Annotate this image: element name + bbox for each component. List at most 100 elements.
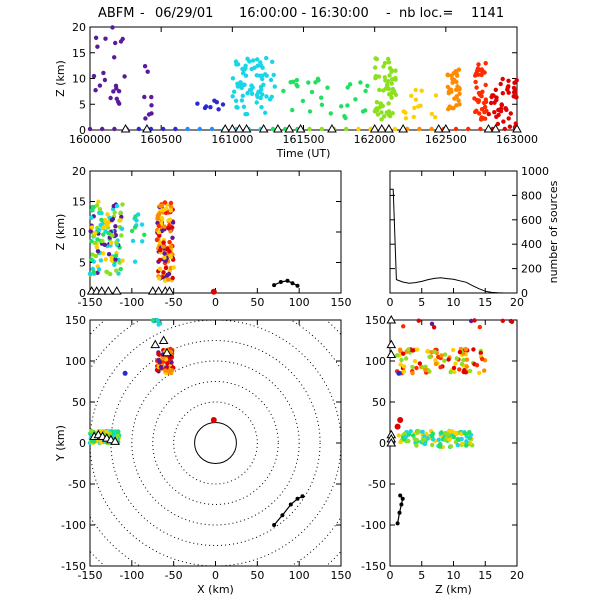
time-height-source-point bbox=[483, 61, 488, 66]
time-height-ground-triangle bbox=[258, 123, 269, 133]
height-y-source-point bbox=[406, 438, 411, 444]
x-height-source-point bbox=[118, 218, 123, 223]
plan-view-xtick-label: 150 bbox=[331, 569, 352, 582]
x-height-ytick-label: 20 bbox=[72, 165, 86, 178]
time-height-source-point bbox=[482, 104, 488, 110]
height-y-xtick-label: 10 bbox=[447, 569, 461, 582]
height-y-source-point bbox=[474, 363, 480, 368]
x-height-source-point bbox=[157, 203, 163, 209]
x-height-red-point bbox=[210, 288, 217, 295]
height-y-source-point bbox=[482, 368, 487, 373]
time-height-ground-point bbox=[161, 126, 166, 132]
time-height-ytick-label: 15 bbox=[72, 47, 86, 60]
x-height-source-point bbox=[96, 227, 102, 233]
height-y-source-point bbox=[411, 433, 416, 438]
time-height-source-point bbox=[393, 68, 398, 73]
x-height-source-point bbox=[114, 240, 119, 245]
time-height-source-point bbox=[389, 69, 394, 74]
x-height-source-point bbox=[162, 200, 168, 205]
x-height-source-point bbox=[170, 220, 176, 225]
time-height-source-point bbox=[234, 62, 239, 67]
x-height-ground-triangle bbox=[147, 286, 158, 295]
x-height-flash-path-point bbox=[272, 283, 277, 288]
x-height-ground-triangle bbox=[153, 286, 164, 295]
plan-view-source-point bbox=[165, 361, 170, 366]
time-height-ground-point bbox=[344, 126, 349, 132]
height-y-source-point bbox=[423, 367, 428, 373]
x-height-ground-triangle bbox=[111, 286, 122, 295]
x-height-source-point bbox=[101, 225, 106, 230]
time-height-source-point bbox=[386, 79, 391, 84]
height-y-source-point bbox=[442, 352, 448, 357]
time-height-panel: 160000 160500 161000 161500 162000 162500 1630… bbox=[54, 21, 538, 160]
height-y-source-point bbox=[459, 436, 464, 442]
time-height-xtick-label: 162000 bbox=[354, 133, 396, 146]
time-height-source-point bbox=[474, 108, 479, 114]
plan-view-range-ring bbox=[110, 340, 321, 546]
histogram-ytick-label: 400 bbox=[521, 238, 542, 251]
x-height-source-point bbox=[103, 219, 109, 224]
height-y-source-point bbox=[459, 361, 465, 367]
x-height-source-point bbox=[170, 235, 175, 240]
height-y-source-point bbox=[451, 434, 456, 440]
time-height-ytick-label: 0 bbox=[79, 124, 86, 137]
height-y-source-point bbox=[436, 437, 441, 442]
height-y-source-point bbox=[406, 347, 411, 352]
plan-view-range-ring bbox=[173, 401, 258, 485]
x-height-xtick-label: -150 bbox=[78, 296, 103, 309]
time-height-source-point bbox=[392, 90, 397, 95]
time-height-source-point bbox=[386, 112, 391, 118]
x-height-source-point bbox=[106, 252, 112, 257]
time-height-source-point bbox=[479, 94, 484, 99]
time-height-source-point bbox=[496, 107, 501, 113]
height-y-source-point bbox=[439, 430, 444, 435]
time-height-source-point bbox=[208, 105, 213, 110]
height-y-source-point bbox=[464, 439, 469, 444]
time-height-ground-point bbox=[392, 126, 398, 132]
histogram-ytick-label: 0 bbox=[521, 287, 528, 300]
height-y-source-point bbox=[401, 369, 407, 374]
time-height-source-point bbox=[455, 73, 460, 78]
title-date: 06/29/01 bbox=[155, 6, 213, 21]
height-y-source-point bbox=[410, 364, 415, 370]
height-y-xtick-label: 0 bbox=[387, 569, 394, 582]
x-height-source-point bbox=[170, 275, 175, 281]
time-height-ground-point bbox=[453, 126, 459, 132]
x-height-source-point bbox=[166, 271, 172, 277]
time-height-source-point bbox=[413, 87, 418, 93]
x-height-source-point bbox=[96, 267, 102, 272]
time-height-source-point bbox=[259, 105, 264, 110]
height-y-source-point bbox=[457, 367, 462, 372]
x-height-source-point bbox=[119, 214, 124, 220]
height-y-source-point bbox=[464, 364, 469, 369]
x-height-source-point bbox=[90, 204, 95, 210]
x-height-source-point bbox=[162, 278, 168, 283]
height-y-source-point bbox=[509, 319, 515, 324]
time-height-source-point bbox=[452, 96, 457, 101]
histogram-line bbox=[390, 188, 517, 294]
x-height-source-point bbox=[120, 258, 125, 263]
time-height-source-point bbox=[456, 98, 461, 103]
time-height-source-point bbox=[446, 91, 451, 96]
x-height-flash-path-point bbox=[290, 281, 295, 286]
plan-view-source-point bbox=[156, 357, 161, 363]
height-y-source-point bbox=[463, 431, 468, 436]
time-height-source-point bbox=[492, 100, 497, 105]
time-height-ground-point bbox=[429, 126, 434, 132]
plan-view-xtick-label: 100 bbox=[289, 569, 310, 582]
height-y-source-point bbox=[430, 437, 436, 442]
height-y-source-point bbox=[460, 441, 465, 446]
height-y-source-point bbox=[433, 361, 439, 367]
x-height-source-point bbox=[113, 257, 118, 262]
plan-view-flash-path-point bbox=[300, 494, 305, 499]
height-y-station-triangle bbox=[386, 339, 397, 349]
time-height-source-point bbox=[390, 77, 395, 82]
time-height-source-point bbox=[291, 79, 296, 85]
height-y-source-point bbox=[396, 433, 401, 438]
height-y-xtick-label: 15 bbox=[478, 569, 492, 582]
time-height-source-point bbox=[475, 66, 481, 71]
plan-view-ytick-label: 100 bbox=[65, 355, 86, 368]
plan-view-ytick-label: -150 bbox=[61, 560, 86, 573]
x-height-source-point bbox=[109, 255, 114, 261]
x-height-xtick-label: 0 bbox=[212, 296, 219, 309]
